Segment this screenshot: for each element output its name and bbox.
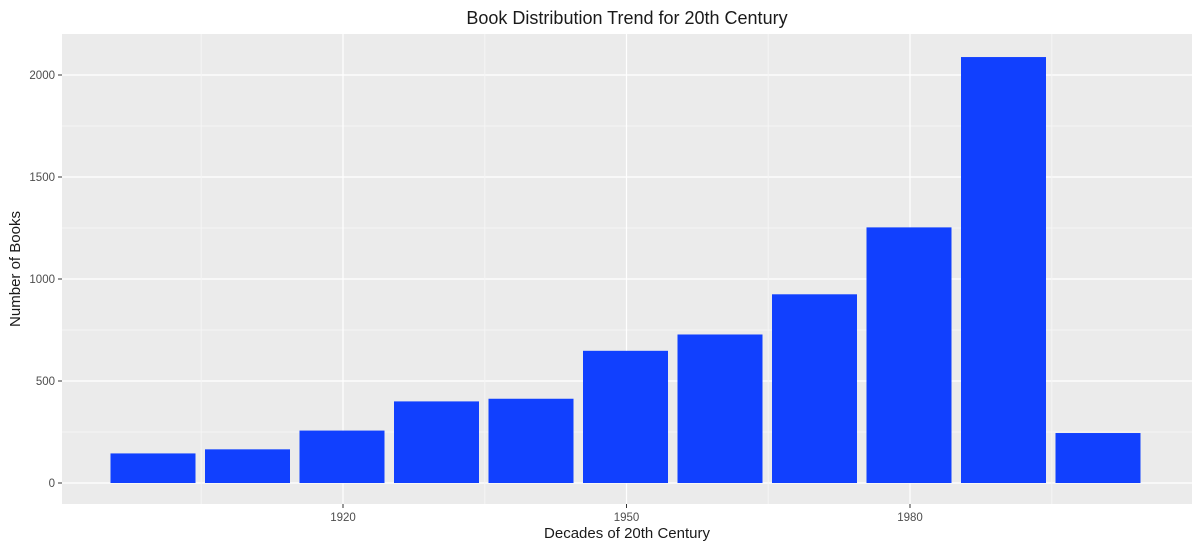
x-axis-title: Decades of 20th Century — [544, 525, 710, 542]
bar — [677, 334, 763, 483]
y-axis-title: Number of Books — [7, 211, 24, 327]
y-tick-label: 1500 — [29, 172, 55, 184]
x-tick-label: 1980 — [897, 512, 923, 524]
y-tick-label: 1000 — [29, 274, 55, 286]
bar — [1055, 433, 1141, 483]
y-tick-label: 500 — [36, 376, 55, 388]
y-tick-label: 2000 — [29, 70, 55, 82]
bar — [961, 57, 1046, 483]
y-tick-label: 0 — [49, 478, 55, 490]
y-axis-ticks: 0 500 1000 1500 2000 — [29, 70, 62, 490]
bar — [394, 401, 479, 483]
bar — [866, 227, 952, 483]
bar — [205, 449, 290, 483]
bar — [299, 430, 385, 483]
x-tick-label: 1920 — [330, 512, 356, 524]
bar — [583, 350, 668, 483]
grid-lines — [62, 34, 1192, 504]
x-axis-ticks: 1920 1950 1980 — [330, 504, 923, 524]
bar — [110, 453, 196, 483]
bar — [488, 398, 574, 483]
chart-title: Book Distribution Trend for 20th Century — [466, 8, 787, 28]
x-tick-label: 1950 — [614, 512, 640, 524]
bar — [772, 294, 857, 483]
bars — [110, 57, 1141, 483]
